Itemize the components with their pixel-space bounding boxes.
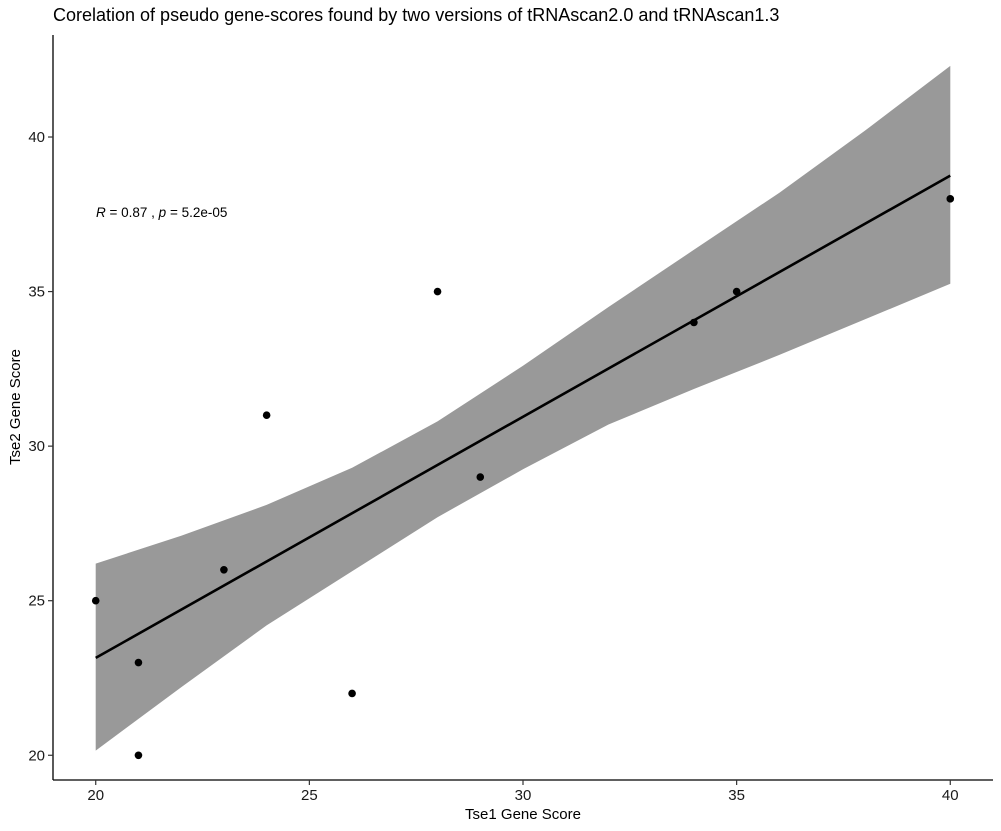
data-point xyxy=(134,658,143,667)
regression-line-layer xyxy=(95,174,951,660)
x-tick-label: 35 xyxy=(728,787,745,804)
data-point xyxy=(433,287,442,296)
y-tick-label: 25 xyxy=(28,593,45,610)
chart-title: Corelation of pseudo gene-scores found b… xyxy=(53,5,779,25)
data-point xyxy=(134,751,143,760)
data-point xyxy=(946,195,955,203)
x-tick-label: 30 xyxy=(515,787,532,804)
x-axis-title: Tse1 Gene Score xyxy=(465,806,581,823)
data-points-layer xyxy=(91,195,955,760)
y-axis-ticks: 20 25 30 35 40 xyxy=(28,129,53,764)
data-point xyxy=(91,596,100,605)
annotation-r-value: = 0.87 , xyxy=(106,205,159,220)
y-tick-label: 35 xyxy=(28,284,45,301)
confidence-band xyxy=(95,65,951,751)
x-tick-label: 40 xyxy=(942,787,959,804)
x-tick-label: 20 xyxy=(87,787,104,804)
confidence-band-layer xyxy=(95,65,951,751)
annotation-r-symbol: R xyxy=(96,205,106,220)
x-tick-label: 25 xyxy=(301,787,318,804)
y-tick-label: 30 xyxy=(28,438,45,455)
y-axis-title: Tse2 Gene Score xyxy=(7,349,24,465)
y-tick-label: 20 xyxy=(28,747,45,764)
correlation-annotation: R = 0.87 , p = 5.2e-05 xyxy=(96,205,227,220)
data-point xyxy=(476,473,485,481)
regression-line xyxy=(95,174,951,660)
data-point xyxy=(732,287,741,296)
annotation-p-value: = 5.2e-05 xyxy=(166,205,227,220)
y-tick-label: 40 xyxy=(28,129,45,146)
data-point xyxy=(690,318,698,327)
annotation-p-symbol: p xyxy=(158,205,167,220)
data-point xyxy=(262,411,271,420)
data-point xyxy=(220,565,228,574)
data-point xyxy=(348,689,356,698)
x-axis-ticks: 20 25 30 35 40 xyxy=(87,780,959,804)
